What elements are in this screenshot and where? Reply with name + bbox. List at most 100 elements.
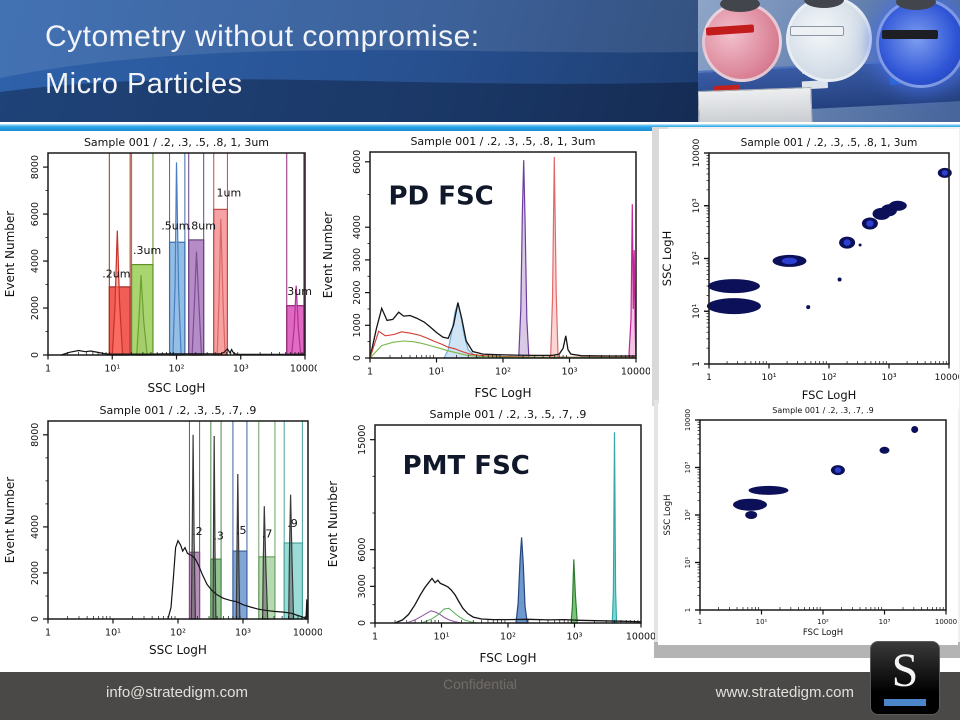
svg-text:10¹: 10¹ xyxy=(434,632,450,643)
svg-text:6000: 6000 xyxy=(357,538,368,562)
page-title: Cytometry without compromise: Micro Part… xyxy=(45,20,480,101)
canister-cap xyxy=(896,0,936,10)
svg-text:Sample 001 / .2, .3, .5, .8, 1: Sample 001 / .2, .3, .5, .8, 1, 3um xyxy=(84,136,269,149)
svg-text:3000: 3000 xyxy=(352,248,363,272)
svg-text:Sample 001 / .2, .3, .5, .8, 1: Sample 001 / .2, .3, .5, .8, 1, 3um xyxy=(741,137,918,149)
svg-text:10²: 10² xyxy=(500,632,516,643)
svg-text:10¹: 10¹ xyxy=(756,618,768,626)
svg-text:SSC LogH: SSC LogH xyxy=(149,643,207,657)
canister-clear xyxy=(786,0,872,82)
svg-text:FSC LogH: FSC LogH xyxy=(480,651,537,665)
svg-text:3000: 3000 xyxy=(357,574,368,598)
slide-title-line1: Cytometry without compromise: xyxy=(45,20,480,53)
svg-text:SSC LogH: SSC LogH xyxy=(660,231,674,286)
svg-text:Event Number: Event Number xyxy=(3,477,17,563)
svg-text:6000: 6000 xyxy=(352,150,363,174)
canister-cap xyxy=(804,0,844,8)
svg-text:.9: .9 xyxy=(287,517,298,530)
svg-text:10³: 10³ xyxy=(233,364,249,375)
svg-text:0: 0 xyxy=(30,352,41,358)
logo-underline-bar xyxy=(884,699,926,706)
svg-text:10³: 10³ xyxy=(879,618,891,626)
svg-text:10³: 10³ xyxy=(567,632,583,643)
canister-pink xyxy=(702,2,782,82)
svg-text:1: 1 xyxy=(698,618,702,626)
stratedigm-logo: S xyxy=(870,641,940,715)
svg-text:2000: 2000 xyxy=(30,296,41,320)
svg-text:10³: 10³ xyxy=(235,628,251,639)
svg-text:4000: 4000 xyxy=(352,215,363,239)
instrument-base-unit xyxy=(698,87,813,122)
canister-blue xyxy=(876,0,960,88)
svg-text:Sample 001 / .2, .3, .5, .7, .: Sample 001 / .2, .3, .5, .7, .9 xyxy=(430,408,587,421)
svg-text:SSC LogH: SSC LogH xyxy=(663,494,673,535)
svg-text:2000: 2000 xyxy=(352,281,363,305)
svg-text:1: 1 xyxy=(684,608,692,612)
svg-text:.5: .5 xyxy=(236,524,247,537)
svg-text:10²: 10² xyxy=(821,373,836,383)
svg-text:10²: 10² xyxy=(170,628,186,639)
svg-text:1: 1 xyxy=(372,632,378,643)
svg-text:Sample 001 / .2, .3, .5, .8, 1: Sample 001 / .2, .3, .5, .8, 1, 3um xyxy=(410,135,595,148)
svg-text:10000: 10000 xyxy=(626,632,655,643)
svg-text:4000: 4000 xyxy=(30,249,41,273)
svg-text:10000: 10000 xyxy=(290,364,317,375)
svg-text:10²: 10² xyxy=(684,509,692,521)
svg-text:10¹: 10¹ xyxy=(429,367,445,378)
svg-text:10000: 10000 xyxy=(692,138,702,167)
svg-text:8000: 8000 xyxy=(30,423,41,447)
header-accent-strip xyxy=(0,122,960,131)
svg-text:1: 1 xyxy=(367,367,373,378)
svg-text:0: 0 xyxy=(352,355,363,361)
svg-text:Sample 001 / .2, .3, .5, .7, .: Sample 001 / .2, .3, .5, .7, .9 xyxy=(100,404,257,417)
svg-text:.2: .2 xyxy=(192,525,203,538)
svg-text:10¹: 10¹ xyxy=(761,373,776,383)
slide-title-line2: Micro Particles xyxy=(45,68,243,100)
svg-text:.7: .7 xyxy=(262,527,273,540)
svg-text:10³: 10³ xyxy=(562,367,578,378)
svg-text:10¹: 10¹ xyxy=(684,556,692,568)
svg-text:Event Number: Event Number xyxy=(321,212,335,298)
svg-text:PMT FSC: PMT FSC xyxy=(403,451,530,481)
svg-text:6000: 6000 xyxy=(30,202,41,226)
plot-hist-fsc-pd: 1 10¹ 10² 10³ 10000 0 1000 2000 3000 4000 6000 Samp… xyxy=(320,130,651,407)
svg-text:.3um: .3um xyxy=(133,244,161,257)
confidential-watermark: Confidential xyxy=(443,676,517,692)
svg-text:4000: 4000 xyxy=(30,515,41,539)
svg-text:10²: 10² xyxy=(495,367,511,378)
svg-text:2000: 2000 xyxy=(30,561,41,585)
canister-handle-black xyxy=(882,30,938,39)
svg-text:3um: 3um xyxy=(287,285,312,298)
svg-text:10³: 10³ xyxy=(692,198,702,213)
svg-text:10000: 10000 xyxy=(293,628,322,639)
svg-text:0: 0 xyxy=(357,620,368,626)
svg-text:10³: 10³ xyxy=(684,461,692,473)
svg-text:Sample 001 / .2, .3, .7, .9: Sample 001 / .2, .3, .7, .9 xyxy=(772,406,873,415)
svg-text:10²: 10² xyxy=(817,618,829,626)
footer-email-link[interactable]: info@stratedigm.com xyxy=(106,684,248,701)
instrument-photo xyxy=(698,0,960,122)
plot-hist-fsc-pmt: 1 10¹ 10² 10³ 10000 0 3000 6000 15000 Sample 001 … xyxy=(325,401,656,672)
svg-text:.3: .3 xyxy=(213,530,224,543)
svg-text:1000: 1000 xyxy=(352,313,363,337)
svg-text:1: 1 xyxy=(45,364,51,375)
svg-text:FSC LogH: FSC LogH xyxy=(803,628,843,638)
svg-text:.2um: .2um xyxy=(102,268,130,281)
svg-text:10¹: 10¹ xyxy=(692,303,702,318)
svg-text:.5um: .5um xyxy=(161,219,189,232)
logo-letter: S xyxy=(891,644,919,697)
svg-text:10²: 10² xyxy=(169,364,185,375)
svg-text:1: 1 xyxy=(706,373,712,383)
svg-text:1: 1 xyxy=(692,361,702,367)
svg-text:Event Number: Event Number xyxy=(326,481,340,567)
svg-text:10³: 10³ xyxy=(881,373,896,383)
plot-scatter-bottom: 1 10¹ 10² 10³ 10000 1 10¹ 10² 10³ 10000 Sample 001… xyxy=(658,404,958,645)
svg-text:10000: 10000 xyxy=(935,618,957,626)
svg-text:FSC LogH: FSC LogH xyxy=(802,388,857,402)
svg-text:PD FSC: PD FSC xyxy=(389,181,494,211)
footer-website-link[interactable]: www.stratedigm.com xyxy=(715,684,854,701)
plot-hist-ssc-bottom: .2 .3 .5 .7 .9 1 10¹ 10² 10³ 10000 0 2000 4000 8000 Sa… xyxy=(2,397,323,664)
svg-text:FSC LogH: FSC LogH xyxy=(475,386,532,400)
svg-text:Event Number: Event Number xyxy=(3,211,17,297)
